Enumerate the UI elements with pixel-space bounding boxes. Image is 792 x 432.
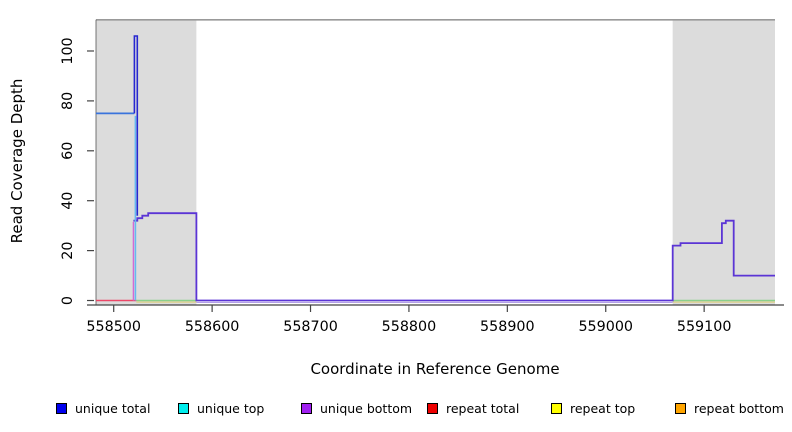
- y-tick-label: 40: [60, 192, 76, 210]
- legend-item-unique-total: unique total: [56, 400, 150, 416]
- repeat-total-swatch: [427, 402, 438, 414]
- x-tick-label: 559100: [677, 319, 732, 335]
- x-axis-title: Coordinate in Reference Genome: [310, 360, 560, 378]
- repeat-bottom-swatch: [675, 402, 686, 414]
- legend-label: repeat top: [570, 400, 636, 416]
- legend-item-repeat-bottom: repeat bottom: [675, 400, 784, 416]
- legend-label: unique total: [75, 400, 151, 416]
- shaded-region: [672, 19, 775, 306]
- x-tick-label: 558900: [480, 319, 535, 335]
- legend-item-repeat-top: repeat top: [551, 400, 635, 416]
- x-tick-label: 558800: [382, 319, 437, 335]
- y-tick-label: 60: [60, 142, 76, 160]
- unique-bottom-swatch: [301, 402, 312, 414]
- y-tick-label: 100: [60, 37, 76, 64]
- legend-label: repeat bottom: [694, 400, 784, 416]
- x-tick-label: 558700: [283, 319, 338, 335]
- y-axis-title: Read Coverage Depth: [8, 78, 26, 244]
- repeat-top-swatch: [551, 402, 562, 414]
- series-unique-total-spike: [133, 35, 139, 216]
- x-tick-label: 558600: [185, 319, 240, 335]
- legend-item-unique-top: unique top: [178, 400, 264, 416]
- legend-label: repeat total: [446, 400, 520, 416]
- legend-label: unique bottom: [320, 400, 413, 416]
- y-tick-label: 80: [60, 92, 76, 110]
- legend-item-repeat-total: repeat total: [427, 400, 519, 416]
- legend-item-unique-bottom: unique bottom: [301, 400, 412, 416]
- unique-top-swatch: [178, 402, 189, 414]
- legend-label: unique top: [197, 400, 265, 416]
- x-tick-label: 558500: [86, 319, 141, 335]
- series-unique-bottom: [133, 212, 775, 302]
- y-tick-label: 0: [60, 296, 76, 305]
- shaded-region: [96, 19, 197, 306]
- x-tick-label: 559000: [578, 319, 633, 335]
- unique-total-swatch: [56, 402, 67, 414]
- y-tick-label: 20: [60, 242, 76, 260]
